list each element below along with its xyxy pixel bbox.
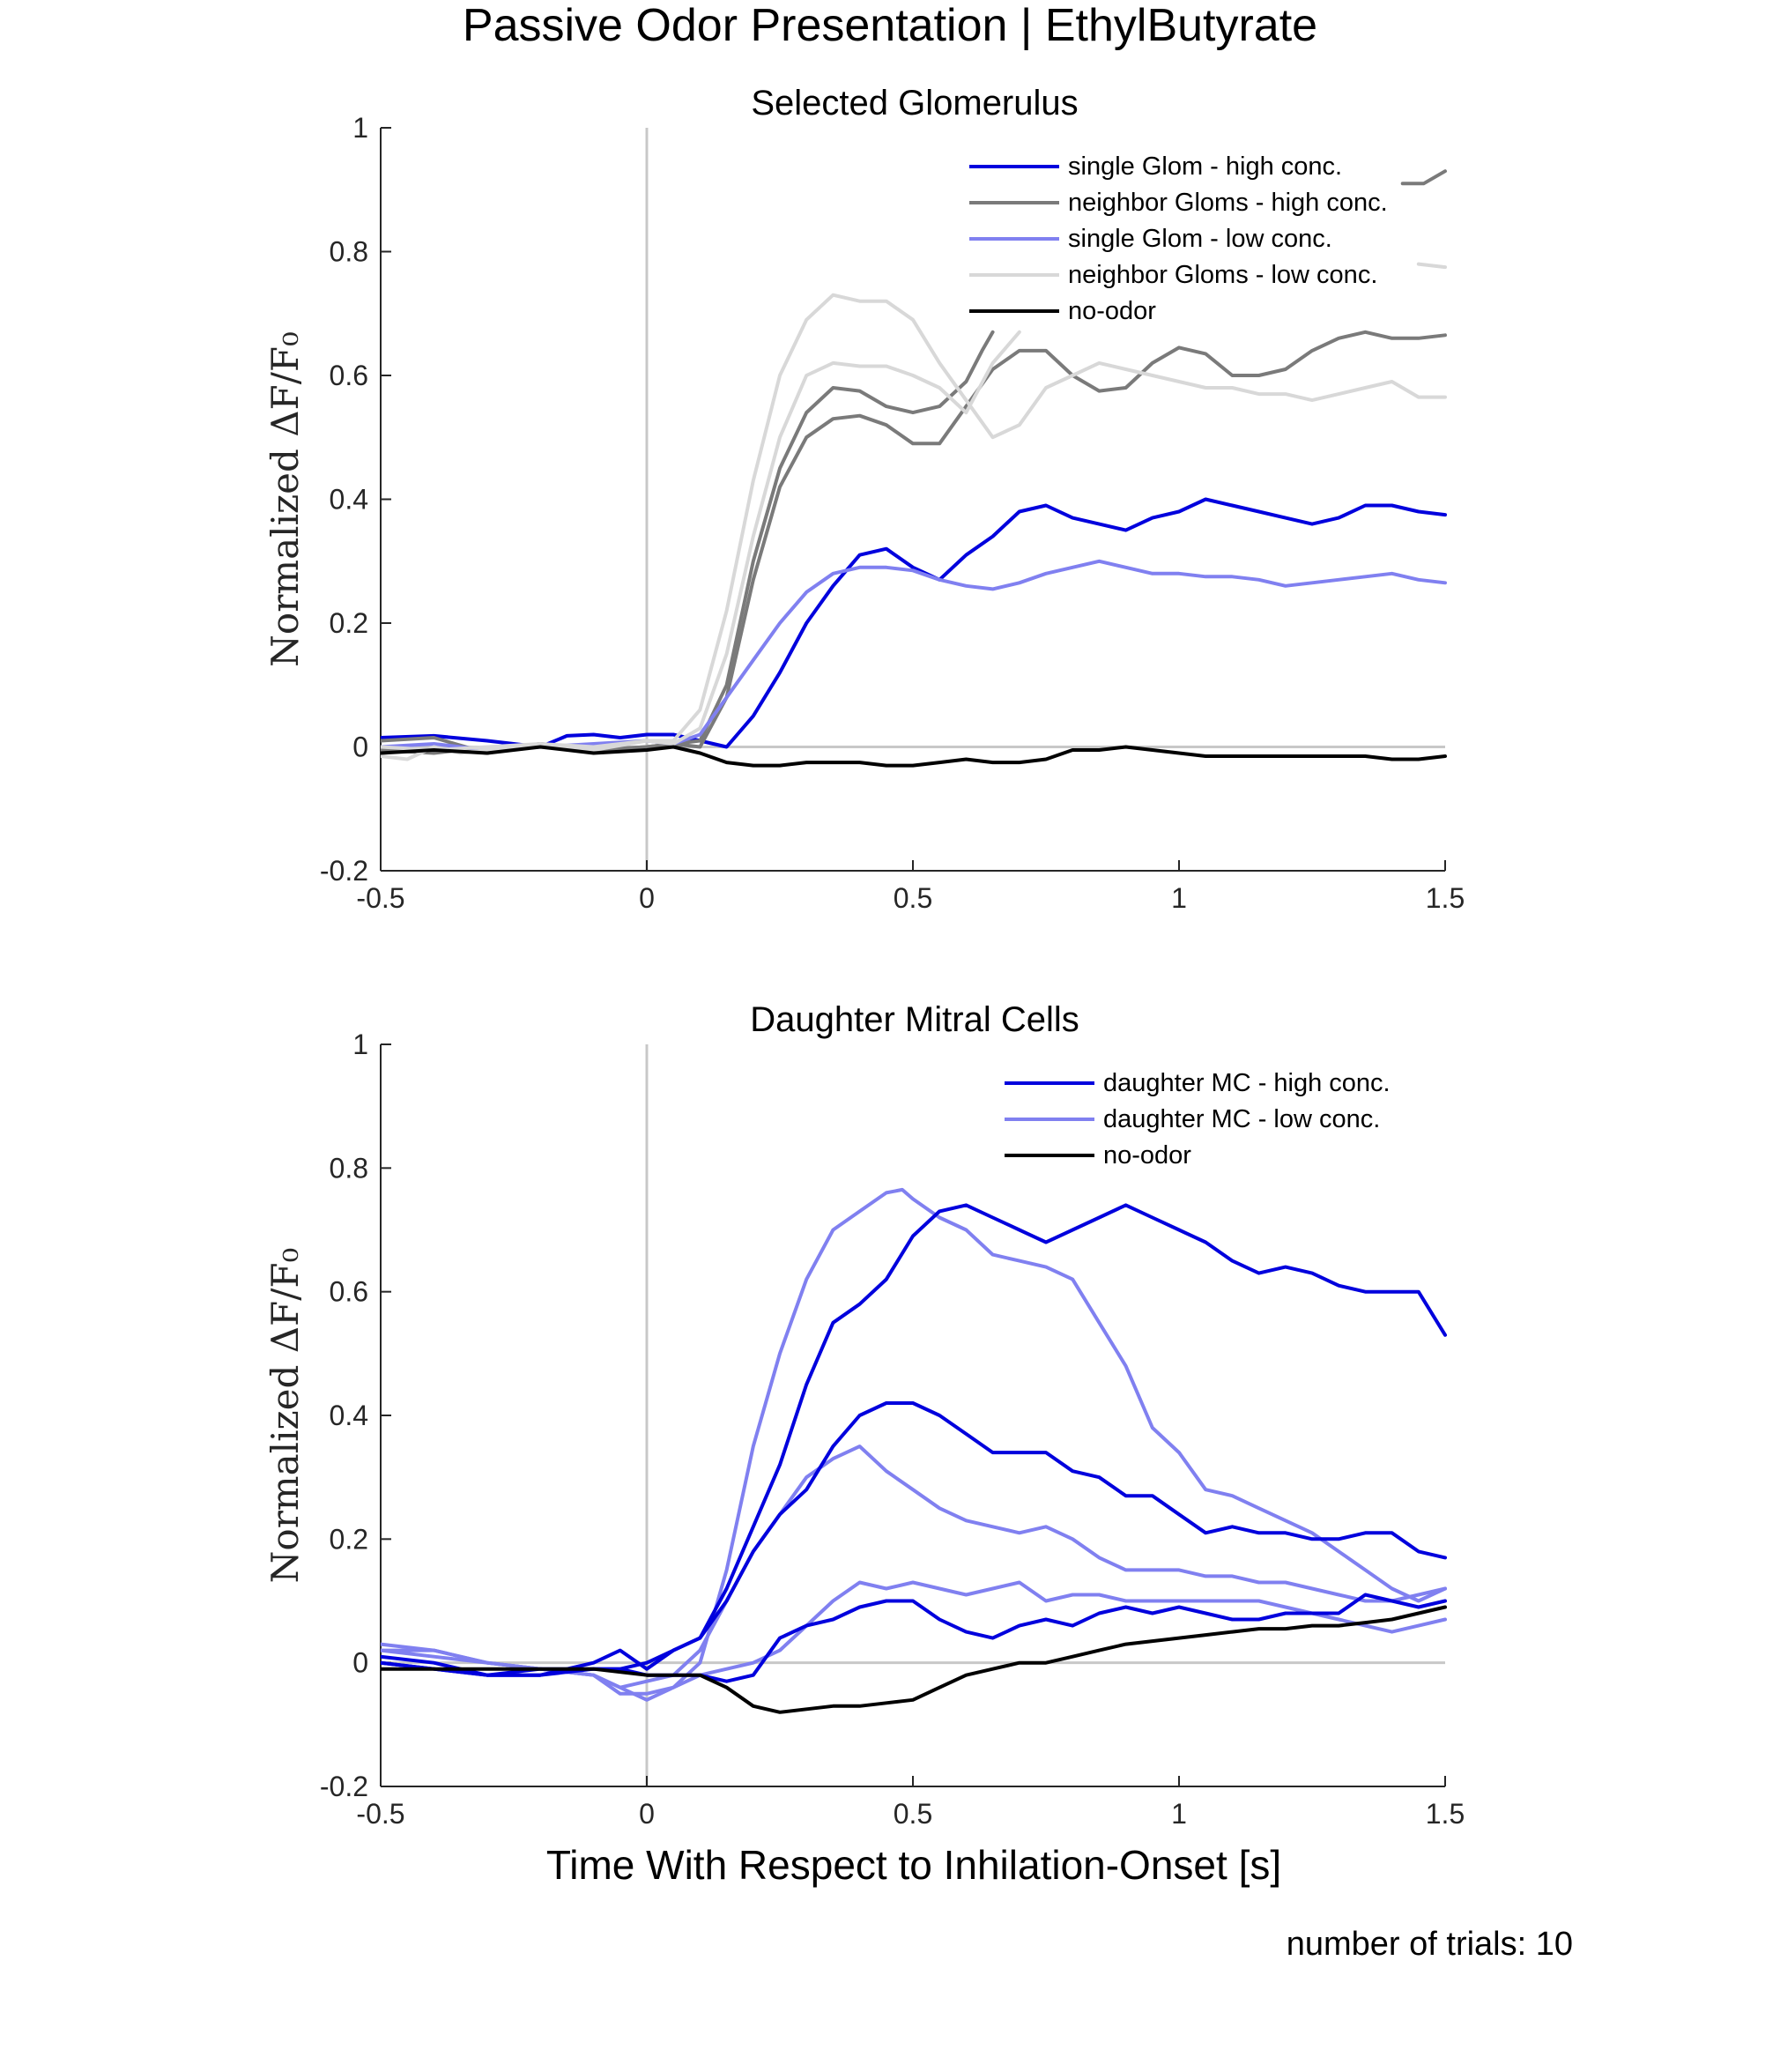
x-tick-label: -0.5 bbox=[356, 882, 404, 914]
y-tick-label: 0.2 bbox=[330, 607, 368, 639]
y-axis-label: Normalized ΔF/F₀ bbox=[263, 331, 307, 667]
chart-panel-selected-glomerulus: -0.2 0 0.2 0.4 0.6 0.8 1 -0.5 0 0.5 1 1.5 Selected G… bbox=[263, 84, 1465, 914]
legend-label-single-glom-low-conc: single Glom - low conc. bbox=[1068, 225, 1332, 253]
figure-xlabel: Time With Respect to Inhilation-Onset [s… bbox=[546, 1842, 1281, 1888]
legend-label-no-odor: no-odor bbox=[1068, 297, 1156, 325]
x-tick-label: 0 bbox=[639, 1798, 655, 1830]
legend-label-single-glom-high-conc: single Glom - high conc. bbox=[1068, 152, 1342, 181]
y-tick-label: 0.8 bbox=[330, 236, 368, 268]
y-tick-label: -0.2 bbox=[320, 855, 368, 887]
trial-count-note: number of trials: 10 bbox=[1287, 1926, 1573, 1963]
series-line-trace-6 bbox=[1416, 262, 1447, 270]
series-line-trace-2 bbox=[1400, 169, 1447, 186]
y-tick-label: 0.2 bbox=[330, 1523, 368, 1555]
series-line-trace-0 bbox=[381, 1187, 1447, 1696]
series-line-neighbor-gloms-low-conc bbox=[381, 293, 1447, 752]
legend-label-daughter-mc-high-conc: daughter MC - high conc. bbox=[1103, 1069, 1391, 1097]
y-tick-label: -0.2 bbox=[320, 1771, 368, 1802]
series-line-trace-4 bbox=[381, 1401, 1447, 1677]
figure-suptitle: Passive Odor Presentation | EthylButyrat… bbox=[463, 0, 1317, 51]
y-tick-label: 0.6 bbox=[330, 1276, 368, 1308]
series-line-no-odor bbox=[381, 1605, 1447, 1714]
x-tick-label: 1.5 bbox=[1426, 1798, 1465, 1830]
y-tick-label: 0 bbox=[352, 732, 368, 763]
series-group bbox=[381, 1187, 1447, 1714]
y-tick-label: 0.8 bbox=[330, 1152, 368, 1184]
series-line-trace-1 bbox=[381, 1444, 1447, 1690]
y-tick-label: 0.4 bbox=[330, 1400, 368, 1431]
x-tick-label: 0 bbox=[639, 882, 655, 914]
series-line-single-glom-high-conc bbox=[381, 497, 1447, 749]
x-tick-label: 0.5 bbox=[894, 882, 932, 914]
series-group bbox=[381, 169, 1447, 768]
series-line-no-odor bbox=[381, 745, 1447, 768]
series-line-trace-1 bbox=[381, 330, 995, 755]
x-tick-label: -0.5 bbox=[356, 1798, 404, 1830]
legend-label-neighbor-gloms-high-conc: neighbor Gloms - high conc. bbox=[1068, 189, 1388, 217]
legend-label-daughter-mc-low-conc: daughter MC - low conc. bbox=[1103, 1105, 1380, 1133]
series-line-trace-2 bbox=[381, 1580, 1447, 1702]
y-tick-label: 0 bbox=[352, 1647, 368, 1679]
chart-title: Selected Glomerulus bbox=[751, 84, 1078, 123]
legend-label-no-odor: no-odor bbox=[1103, 1141, 1191, 1170]
y-tick-label: 1 bbox=[352, 1029, 368, 1060]
legend: single Glom - high conc. neighbor Gloms -… bbox=[969, 152, 1388, 325]
series-line-daughter-mc-high-conc bbox=[381, 1203, 1447, 1677]
series-line-trace-5 bbox=[381, 330, 1021, 761]
chart-title: Daughter Mitral Cells bbox=[750, 1000, 1079, 1039]
y-tick-label: 0.4 bbox=[330, 484, 368, 516]
x-tick-label: 1.5 bbox=[1426, 882, 1465, 914]
x-tick-label: 1 bbox=[1171, 882, 1187, 914]
x-tick-label: 0.5 bbox=[894, 1798, 932, 1830]
series-line-single-glom-low-conc bbox=[381, 559, 1447, 752]
y-tick-label: 1 bbox=[352, 112, 368, 144]
y-tick-label: 0.6 bbox=[330, 360, 368, 391]
x-tick-label: 1 bbox=[1171, 1798, 1187, 1830]
legend: daughter MC - high conc. daughter MC - lo… bbox=[1005, 1069, 1391, 1170]
legend-label-neighbor-gloms-low-conc: neighbor Gloms - low conc. bbox=[1068, 261, 1377, 289]
chart-panel-daughter-mitral-cells: -0.2 0 0.2 0.4 0.6 0.8 1 -0.5 0 0.5 1 1.5 Daughter M… bbox=[263, 1000, 1465, 1830]
y-axis-label: Normalized ΔF/F₀ bbox=[263, 1248, 307, 1584]
